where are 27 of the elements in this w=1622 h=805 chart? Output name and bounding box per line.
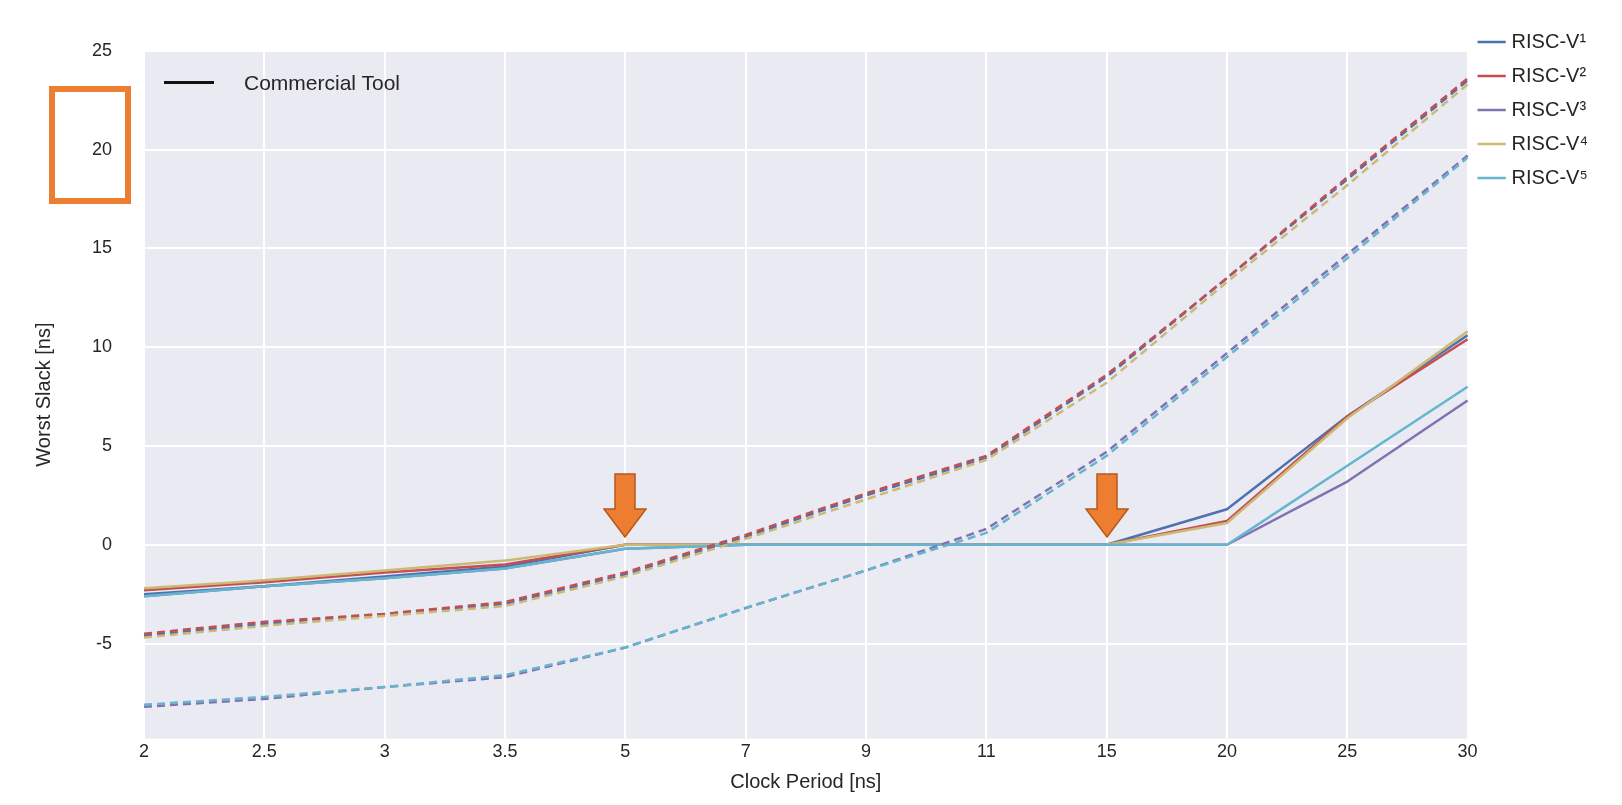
y-tick-label: 20 [91, 138, 113, 159]
x-tick-label: 15 [1096, 741, 1117, 762]
x-tick-label: 9 [860, 741, 871, 762]
y-tick-label: 10 [91, 336, 113, 357]
x-tick-label: 25 [1337, 741, 1358, 762]
y-tick-label: 0 [102, 533, 113, 554]
x-tick-label: 30 [1457, 741, 1478, 762]
legend-label: RISC-V¹ [1511, 29, 1587, 52]
y-tick-label: -5 [96, 632, 113, 653]
x-tick-label: 2.5 [251, 741, 277, 762]
legend-label: RISC-V² [1511, 63, 1587, 86]
y-tick-label: 15 [91, 237, 113, 258]
x-tick-label: 20 [1216, 741, 1237, 762]
x-tick-label: 3 [379, 741, 390, 762]
annotation: Commercial Tool [244, 70, 401, 95]
x-tick-label: 3.5 [492, 741, 518, 762]
x-tick-label: 5 [620, 741, 631, 762]
legend-label: RISC-V⁵ [1511, 165, 1588, 188]
x-axis-title: Clock Period [ns] [730, 769, 882, 792]
y-axis-title: Worst Slack [ns] [31, 322, 54, 467]
legend-label: RISC-V⁴ [1511, 131, 1589, 154]
y-tick-label: 25 [91, 39, 113, 60]
y-tick-label: 5 [102, 434, 113, 455]
legend-label: RISC-V³ [1511, 97, 1587, 120]
x-tick-label: 7 [740, 741, 751, 762]
x-tick-label: 11 [976, 741, 996, 762]
x-tick-label: 2 [139, 741, 150, 762]
